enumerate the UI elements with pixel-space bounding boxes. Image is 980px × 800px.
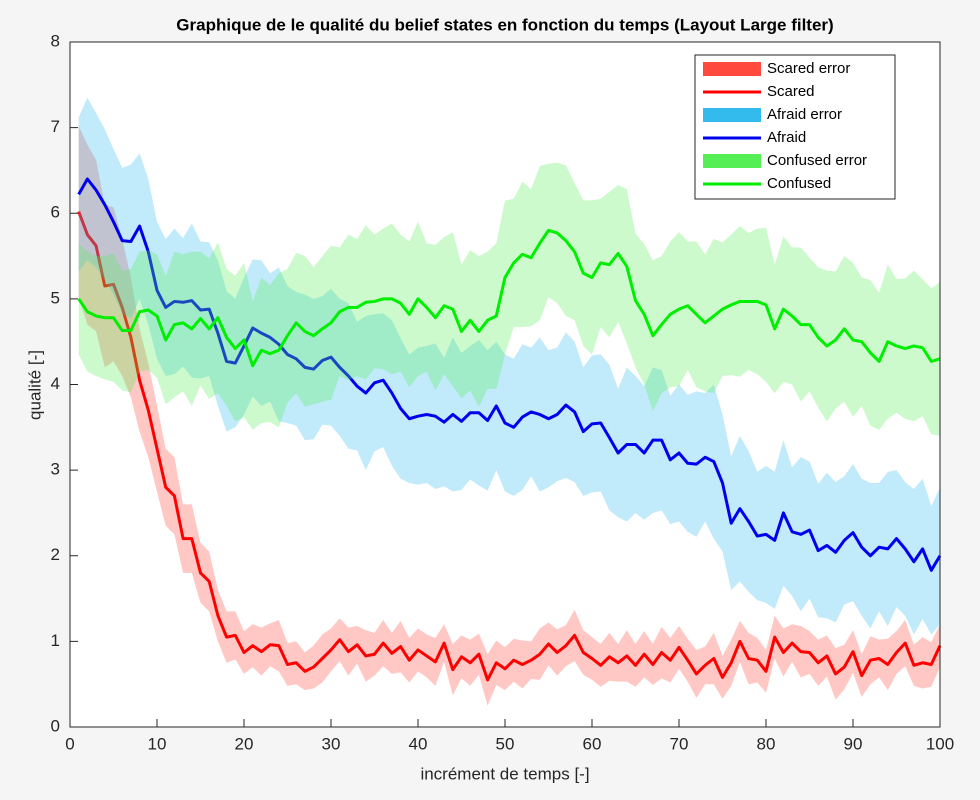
legend-swatch	[703, 154, 761, 168]
y-tick-label: 3	[51, 460, 60, 479]
y-tick-label: 5	[51, 288, 60, 307]
y-tick-label: 8	[51, 31, 60, 50]
x-tick-label: 50	[496, 734, 515, 753]
error-band	[78, 97, 940, 635]
y-tick-label: 6	[51, 203, 60, 222]
series-line	[77, 177, 942, 572]
chart-title: Graphique de le qualité du belief states…	[176, 15, 833, 34]
x-tick-label: 90	[844, 734, 863, 753]
y-axis-label: qualité [-]	[25, 350, 44, 420]
x-tick-label: 40	[409, 734, 428, 753]
x-tick-label: 0	[65, 734, 74, 753]
x-tick-label: 70	[670, 734, 689, 753]
y-tick-label: 0	[51, 716, 60, 735]
legend-label: Confused error	[767, 152, 867, 169]
x-tick-label: 60	[583, 734, 602, 753]
plot	[77, 97, 942, 706]
series-line	[77, 228, 941, 368]
x-axis-label: incrément de temps [-]	[420, 764, 589, 783]
y-tick-label: 7	[51, 117, 60, 136]
error-band	[78, 162, 940, 436]
legend-swatch	[703, 108, 761, 122]
legend-label: Afraid error	[767, 106, 842, 123]
x-tick-label: 100	[926, 734, 954, 753]
x-tick-label: 10	[148, 734, 167, 753]
legend-label: Afraid	[767, 129, 806, 146]
legend-label: Scared	[767, 83, 815, 100]
x-tick-label: 20	[235, 734, 254, 753]
y-tick-label: 2	[51, 545, 60, 564]
x-tick-label: 30	[322, 734, 341, 753]
error-band	[78, 125, 940, 706]
legend-label: Scared error	[767, 60, 850, 77]
y-tick-label: 1	[51, 631, 60, 650]
legend-label: Confused	[767, 175, 831, 192]
legend-box	[694, 54, 896, 200]
x-tick-label: 80	[757, 734, 776, 753]
legend: Scared error Scared Afraid error Afraid Conf…	[694, 54, 896, 200]
series-line	[77, 211, 942, 682]
y-tick-label: 4	[51, 374, 60, 393]
legend-swatch	[703, 62, 761, 76]
